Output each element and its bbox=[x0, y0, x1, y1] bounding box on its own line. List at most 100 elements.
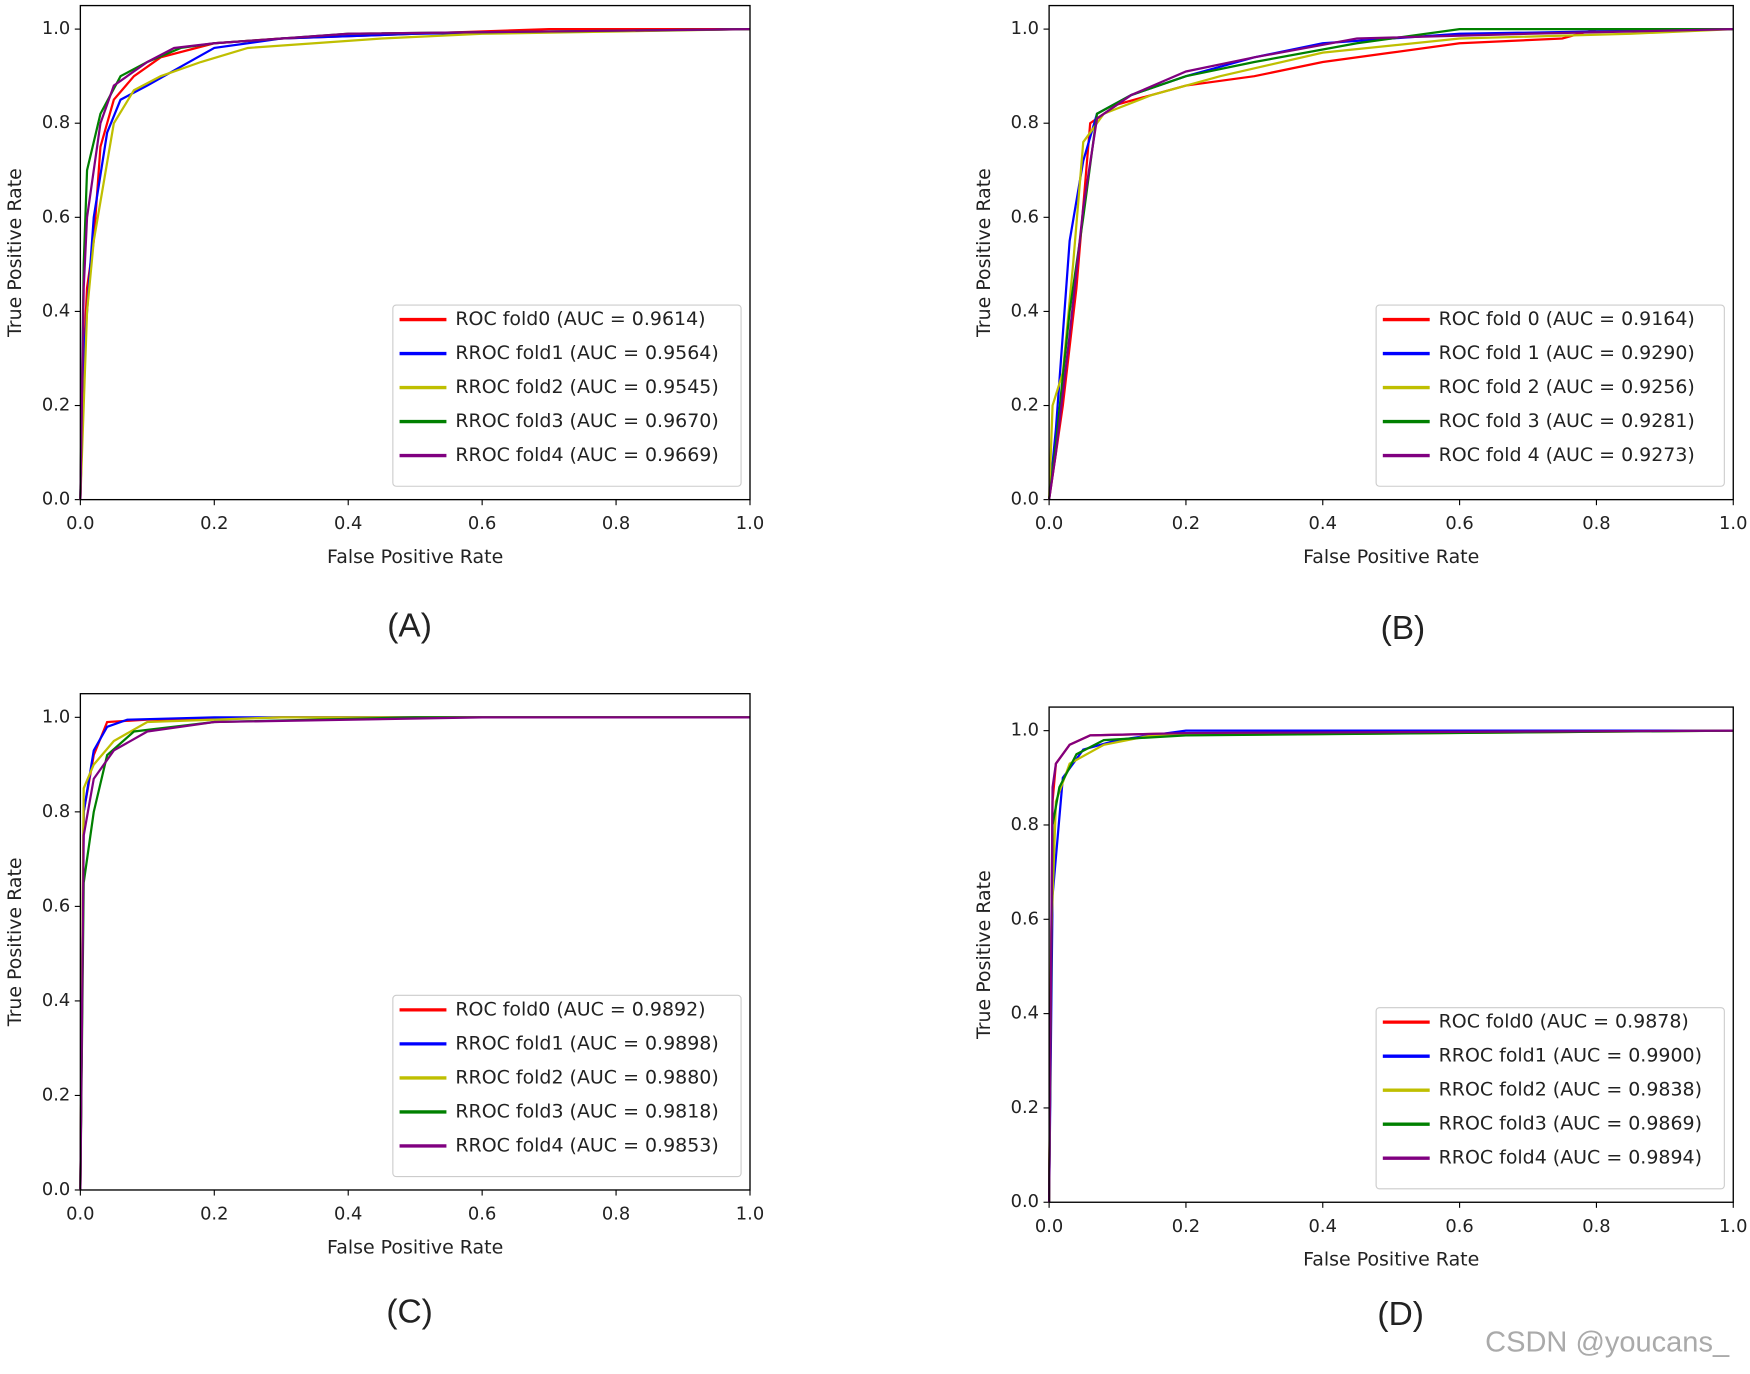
roc-curve bbox=[79, 716, 750, 1190]
x-tick-label: 0.8 bbox=[602, 1204, 630, 1225]
x-tick-label: 1.0 bbox=[1719, 1216, 1747, 1237]
x-tick-label: 0.8 bbox=[602, 513, 630, 534]
caption: (B) bbox=[1381, 610, 1426, 647]
y-axis-label: True Positive Rate bbox=[973, 168, 995, 338]
legend-label: RROC fold1 (AUC = 0.9900) bbox=[1439, 1045, 1702, 1067]
y-tick-label: 0.8 bbox=[42, 801, 70, 822]
x-tick-label: 0.6 bbox=[1445, 513, 1473, 534]
y-tick-label: 0.2 bbox=[42, 1084, 70, 1105]
y-tick-label: 0.8 bbox=[1011, 112, 1039, 133]
legend-label: RROC fold4 (AUC = 0.9894) bbox=[1439, 1147, 1702, 1169]
legend-label: ROC fold 1 (AUC = 0.9290) bbox=[1439, 342, 1695, 364]
x-tick-label: 0.6 bbox=[1445, 1216, 1473, 1237]
y-axis-label: True Positive Rate bbox=[4, 168, 26, 338]
subplot: 0.0 0.2 0.4 0.6 0.8 1.0 0.0 0.2 0.4 0.6 0.8 1.0 Fals… bbox=[973, 706, 1747, 1333]
y-axis-label: True Positive Rate bbox=[4, 857, 26, 1027]
legend-label: ROC fold 2 (AUC = 0.9256) bbox=[1439, 376, 1695, 398]
y-tick-label: 0.4 bbox=[1011, 300, 1039, 321]
y-tick-label: 0.2 bbox=[42, 395, 70, 416]
y-tick-label: 0.0 bbox=[1011, 1191, 1039, 1212]
legend-label: RROC fold1 (AUC = 0.9898) bbox=[455, 1032, 718, 1054]
legend-label: ROC fold0 (AUC = 0.9614) bbox=[455, 308, 705, 330]
y-tick-label: 0.2 bbox=[1011, 395, 1039, 416]
roc-curve bbox=[1048, 27, 1734, 500]
x-tick-label: 0.2 bbox=[1172, 513, 1200, 534]
x-tick-label: 0.4 bbox=[1309, 513, 1337, 534]
y-tick-label: 1.0 bbox=[42, 706, 70, 727]
x-axis-label: False Positive Rate bbox=[327, 546, 503, 568]
x-tick-label: 1.0 bbox=[1719, 513, 1747, 534]
x-tick-label: 0.8 bbox=[1582, 513, 1610, 534]
legend-label: RROC fold2 (AUC = 0.9838) bbox=[1439, 1079, 1702, 1101]
roc-curve bbox=[1047, 729, 1734, 1203]
x-tick-label: 0.0 bbox=[1035, 513, 1063, 534]
legend-label: RROC fold3 (AUC = 0.9818) bbox=[455, 1100, 718, 1122]
caption: (D) bbox=[1377, 1296, 1423, 1333]
legend-label: RROC fold3 (AUC = 0.9670) bbox=[455, 410, 718, 432]
legend-label: ROC fold 3 (AUC = 0.9281) bbox=[1439, 410, 1695, 432]
y-tick-label: 0.6 bbox=[1011, 908, 1039, 929]
roc-curve bbox=[1048, 27, 1734, 500]
plot-frame bbox=[79, 4, 751, 501]
y-tick-label: 0.4 bbox=[1011, 1003, 1039, 1024]
roc-curve bbox=[79, 27, 751, 500]
y-tick-label: 0.0 bbox=[1011, 489, 1039, 510]
legend-label: ROC fold 0 (AUC = 0.9164) bbox=[1439, 308, 1695, 330]
x-tick-label: 0.0 bbox=[1035, 1216, 1063, 1237]
y-tick-label: 0.8 bbox=[42, 112, 70, 133]
y-tick-label: 0.0 bbox=[42, 489, 70, 510]
x-axis-label: False Positive Rate bbox=[1303, 1249, 1479, 1271]
y-tick-label: 0.4 bbox=[42, 990, 70, 1011]
roc-curve bbox=[79, 27, 751, 500]
y-tick-label: 0.0 bbox=[42, 1179, 70, 1200]
x-tick-label: 0.0 bbox=[66, 513, 94, 534]
legend-box bbox=[1375, 304, 1725, 487]
y-tick-label: 0.6 bbox=[1011, 206, 1039, 227]
legend-box bbox=[392, 994, 742, 1178]
x-axis-label: False Positive Rate bbox=[1303, 546, 1479, 568]
roc-curve bbox=[1047, 27, 1734, 500]
roc-curve bbox=[79, 716, 750, 1190]
legend-label: RROC fold1 (AUC = 0.9564) bbox=[455, 342, 718, 364]
x-tick-label: 0.2 bbox=[200, 1204, 228, 1225]
x-tick-label: 0.4 bbox=[334, 513, 362, 534]
x-tick-label: 0.4 bbox=[1309, 1216, 1337, 1237]
x-tick-label: 0.6 bbox=[468, 513, 496, 534]
plot-frame bbox=[1048, 4, 1734, 501]
x-tick-label: 1.0 bbox=[736, 1204, 764, 1225]
y-tick-label: 1.0 bbox=[1011, 18, 1039, 39]
x-tick-label: 0.4 bbox=[334, 1204, 362, 1225]
y-tick-label: 1.0 bbox=[1011, 720, 1039, 741]
x-tick-label: 0.6 bbox=[468, 1204, 496, 1225]
legend-label: ROC fold 4 (AUC = 0.9273) bbox=[1439, 444, 1695, 466]
y-tick-label: 0.6 bbox=[42, 895, 70, 916]
subplot: 0.0 0.2 0.4 0.6 0.8 1.0 0.0 0.2 0.4 0.6 0.8 1.0 Fals… bbox=[4, 693, 764, 1331]
x-tick-label: 1.0 bbox=[736, 513, 764, 534]
legend-label: RROC fold4 (AUC = 0.9853) bbox=[455, 1134, 718, 1156]
legend-box bbox=[392, 304, 742, 487]
subplot: 0.0 0.2 0.4 0.6 0.8 1.0 0.0 0.2 0.4 0.6 0.8 1.0 Fals… bbox=[973, 4, 1747, 647]
caption: (A) bbox=[387, 608, 432, 645]
caption: (C) bbox=[386, 1294, 432, 1331]
legend-label: ROC fold0 (AUC = 0.9878) bbox=[1439, 1011, 1689, 1033]
legend-label: RROC fold4 (AUC = 0.9669) bbox=[455, 444, 718, 466]
y-tick-label: 1.0 bbox=[42, 18, 70, 39]
x-tick-label: 0.8 bbox=[1582, 1216, 1610, 1237]
legend-label: RROC fold2 (AUC = 0.9545) bbox=[455, 376, 718, 398]
watermark: CSDN @youcans_ bbox=[1485, 1327, 1730, 1359]
legend-label: ROC fold0 (AUC = 0.9892) bbox=[455, 998, 705, 1020]
plot-frame bbox=[1048, 706, 1734, 1203]
y-axis-label: True Positive Rate bbox=[973, 870, 995, 1040]
y-tick-label: 0.8 bbox=[1011, 814, 1039, 835]
plot-frame bbox=[79, 693, 751, 1191]
x-tick-label: 0.2 bbox=[200, 513, 228, 534]
legend-label: RROC fold2 (AUC = 0.9880) bbox=[455, 1066, 718, 1088]
x-tick-label: 0.0 bbox=[66, 1204, 94, 1225]
y-tick-label: 0.4 bbox=[42, 300, 70, 321]
legend-box bbox=[1375, 1007, 1725, 1190]
x-axis-label: False Positive Rate bbox=[327, 1236, 503, 1258]
y-tick-label: 0.6 bbox=[42, 206, 70, 227]
x-tick-label: 0.2 bbox=[1172, 1216, 1200, 1237]
